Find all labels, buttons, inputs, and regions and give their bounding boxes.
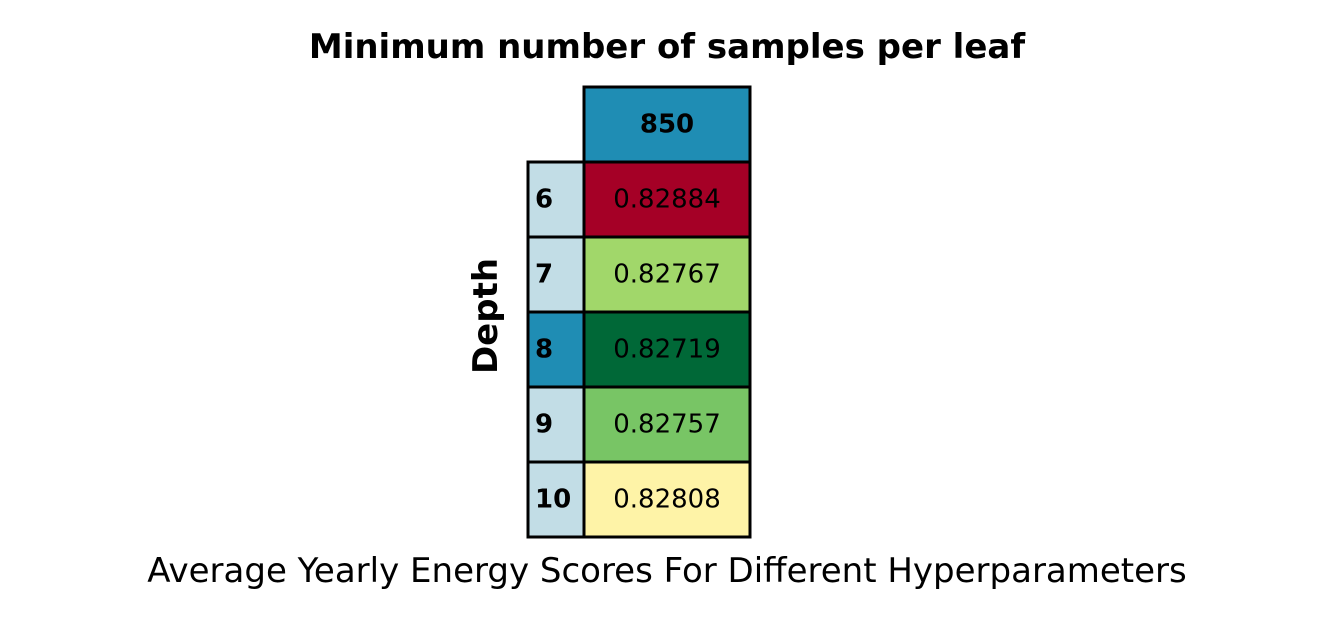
column-header-label: 850	[640, 110, 694, 140]
row-header-label: 9	[535, 410, 553, 440]
row-header-cell	[526, 460, 586, 539]
column-header-cell	[582, 85, 752, 164]
heatmap-cell	[582, 385, 752, 464]
row-header-label: 7	[535, 260, 553, 290]
heatmap-cell	[582, 160, 752, 239]
heatmap-cell	[582, 310, 752, 389]
row-header-cell	[526, 385, 586, 464]
cell-value-label: 0.82767	[613, 260, 721, 290]
heatmap-cell	[582, 460, 752, 539]
row-header-label: 6	[535, 185, 553, 215]
cell-value-label: 0.82719	[613, 335, 721, 365]
chart-title: Minimum number of samples per leaf	[308, 27, 1026, 67]
row-header-label: 10	[535, 485, 571, 515]
row-header-label: 8	[535, 335, 553, 365]
cell-value-label: 0.82884	[613, 185, 721, 215]
cell-value-label: 0.82808	[613, 485, 721, 515]
cell-value-label: 0.82757	[613, 410, 721, 440]
row-header-cell	[526, 160, 586, 239]
chart-caption: Average Yearly Energy Scores For Differe…	[147, 551, 1187, 591]
